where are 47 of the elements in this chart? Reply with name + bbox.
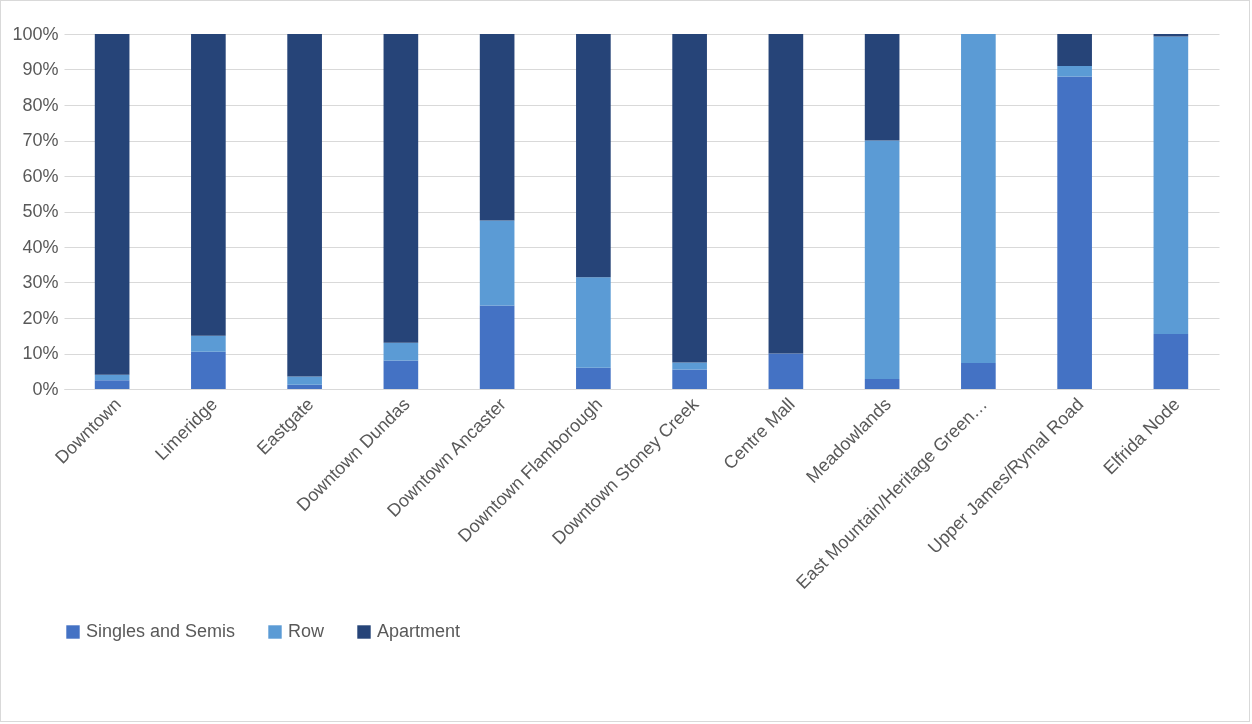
bar bbox=[94, 34, 130, 375]
bar bbox=[479, 220, 515, 306]
legend-label: Row bbox=[288, 621, 326, 641]
bar bbox=[94, 374, 130, 381]
bar bbox=[1153, 333, 1189, 389]
bar bbox=[768, 353, 804, 389]
y-tick-label: 80% bbox=[22, 94, 59, 115]
y-tick-label: 30% bbox=[22, 272, 59, 292]
y-tick-label: 40% bbox=[22, 236, 59, 257]
legend-label: Apartment bbox=[377, 621, 461, 641]
bar bbox=[1057, 34, 1092, 66]
bar bbox=[191, 34, 226, 336]
y-tick-label: 100% bbox=[12, 23, 59, 44]
y-tick-label: 10% bbox=[22, 343, 59, 363]
bar bbox=[961, 363, 996, 389]
bar bbox=[961, 34, 996, 364]
bar bbox=[864, 140, 900, 380]
bar bbox=[94, 380, 130, 389]
y-tick-label: 60% bbox=[22, 165, 59, 186]
bar bbox=[576, 34, 611, 278]
bar bbox=[672, 362, 707, 370]
bar bbox=[479, 34, 515, 221]
bar bbox=[576, 367, 611, 389]
bar bbox=[191, 351, 226, 389]
bar bbox=[383, 360, 419, 389]
bar bbox=[672, 369, 707, 389]
y-tick-label: 90% bbox=[22, 59, 59, 79]
bar bbox=[287, 376, 322, 385]
bar bbox=[672, 34, 707, 363]
bar bbox=[383, 34, 419, 343]
bar bbox=[1153, 36, 1189, 334]
bar bbox=[383, 342, 419, 361]
bar bbox=[576, 277, 611, 368]
y-tick-label: 20% bbox=[22, 307, 59, 328]
y-tick-label: 70% bbox=[22, 130, 59, 150]
bar bbox=[1057, 65, 1092, 77]
y-tick-label: 0% bbox=[32, 378, 59, 399]
bar bbox=[864, 379, 900, 389]
y-tick-label: 50% bbox=[22, 201, 59, 221]
bar bbox=[287, 34, 322, 377]
bar bbox=[191, 335, 226, 352]
bar bbox=[864, 34, 900, 141]
bar bbox=[768, 34, 804, 354]
bar bbox=[287, 384, 322, 389]
bar bbox=[1057, 76, 1092, 389]
bar bbox=[479, 305, 515, 389]
legend-label: Singles and Semis bbox=[86, 621, 236, 641]
